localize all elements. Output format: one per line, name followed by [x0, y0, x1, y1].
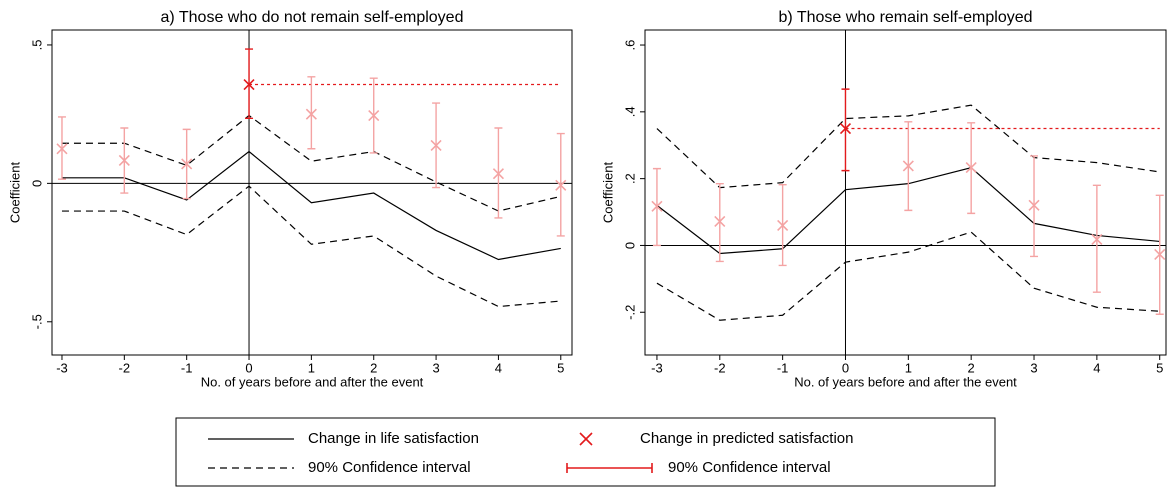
x-tick-label: 1: [308, 360, 315, 375]
y-tick-label: .2: [622, 173, 637, 184]
x-tick-label: 5: [557, 360, 564, 375]
predicted-marker: [368, 109, 380, 122]
x-tick-label: -3: [56, 360, 68, 375]
y-tick-label: -.2: [622, 305, 637, 320]
predicted-marker: [1154, 248, 1166, 261]
ci-upper-line: [61, 114, 561, 212]
legend-box: [175, 417, 996, 487]
x-tick-label: -1: [777, 360, 789, 375]
x-tick-label: 0: [245, 360, 252, 375]
y-tick-label: .5: [29, 40, 44, 51]
predicted-marker: [305, 108, 317, 120]
x-tick-label: 4: [1093, 360, 1100, 375]
life-satisfaction-line: [61, 150, 561, 261]
predicted-marker: [965, 162, 977, 174]
error-bar: [715, 182, 724, 263]
predicted-marker: [492, 168, 504, 180]
x-tick-label: -2: [714, 360, 726, 375]
legend-swatch: [566, 463, 653, 473]
predicted-marker: [714, 215, 726, 227]
error-bar: [307, 76, 316, 150]
predicted-marker: [1091, 233, 1103, 245]
x-tick-label: 3: [1030, 360, 1037, 375]
x-tick-label: 0: [842, 360, 849, 375]
predicted-marker: [651, 200, 663, 212]
plot-frame: [51, 29, 573, 356]
x-tick-label: -1: [181, 360, 193, 375]
ci-upper-line: [656, 104, 1160, 189]
predicted-marker: [839, 122, 852, 135]
x-axis-label: No. of years before and after the event: [201, 374, 424, 389]
predicted-marker: [902, 160, 914, 172]
y-tick-label: 0: [29, 180, 44, 187]
x-axis-label: No. of years before and after the event: [794, 374, 1017, 389]
ci-lower-line: [656, 231, 1160, 321]
ci-lower-line: [61, 185, 561, 308]
x-tick-label: 5: [1156, 360, 1163, 375]
x-tick-label: -3: [651, 360, 663, 375]
x-tick-label: 3: [432, 360, 439, 375]
predicted-marker: [118, 154, 130, 166]
chart-title: b) Those who remain self-employed: [778, 9, 1032, 26]
predicted-marker: [777, 219, 789, 231]
y-tick-label: 0: [622, 242, 637, 249]
x-tick-label: 1: [905, 360, 912, 375]
x-tick-label: 4: [495, 360, 502, 375]
y-tick-label: .6: [622, 40, 637, 51]
x-tick-label: 2: [968, 360, 975, 375]
legend-label: Change in predicted satisfaction: [640, 430, 853, 447]
y-axis-label: Coefficient: [7, 162, 22, 224]
predicted-marker: [430, 139, 442, 152]
legend-swatch: [579, 432, 593, 446]
chart-title: a) Those who do not remain self-employed: [161, 9, 464, 26]
predicted-marker: [181, 158, 193, 170]
predicted-marker: [555, 179, 567, 191]
predicted-marker: [56, 143, 68, 155]
plot-frame: [644, 29, 1167, 356]
y-tick-label: .4: [622, 106, 637, 117]
legend-label: 90% Confidence interval: [308, 459, 471, 476]
error-bar: [841, 88, 850, 172]
predicted-marker: [243, 78, 255, 91]
x-tick-label: -2: [119, 360, 131, 375]
y-axis-label: Coefficient: [600, 162, 615, 224]
legend-label: 90% Confidence interval: [668, 459, 831, 476]
x-tick-label: 2: [370, 360, 377, 375]
predicted-marker: [1028, 199, 1040, 211]
legend-label: Change in life satisfaction: [308, 430, 479, 447]
y-tick-label: -.5: [29, 314, 44, 329]
